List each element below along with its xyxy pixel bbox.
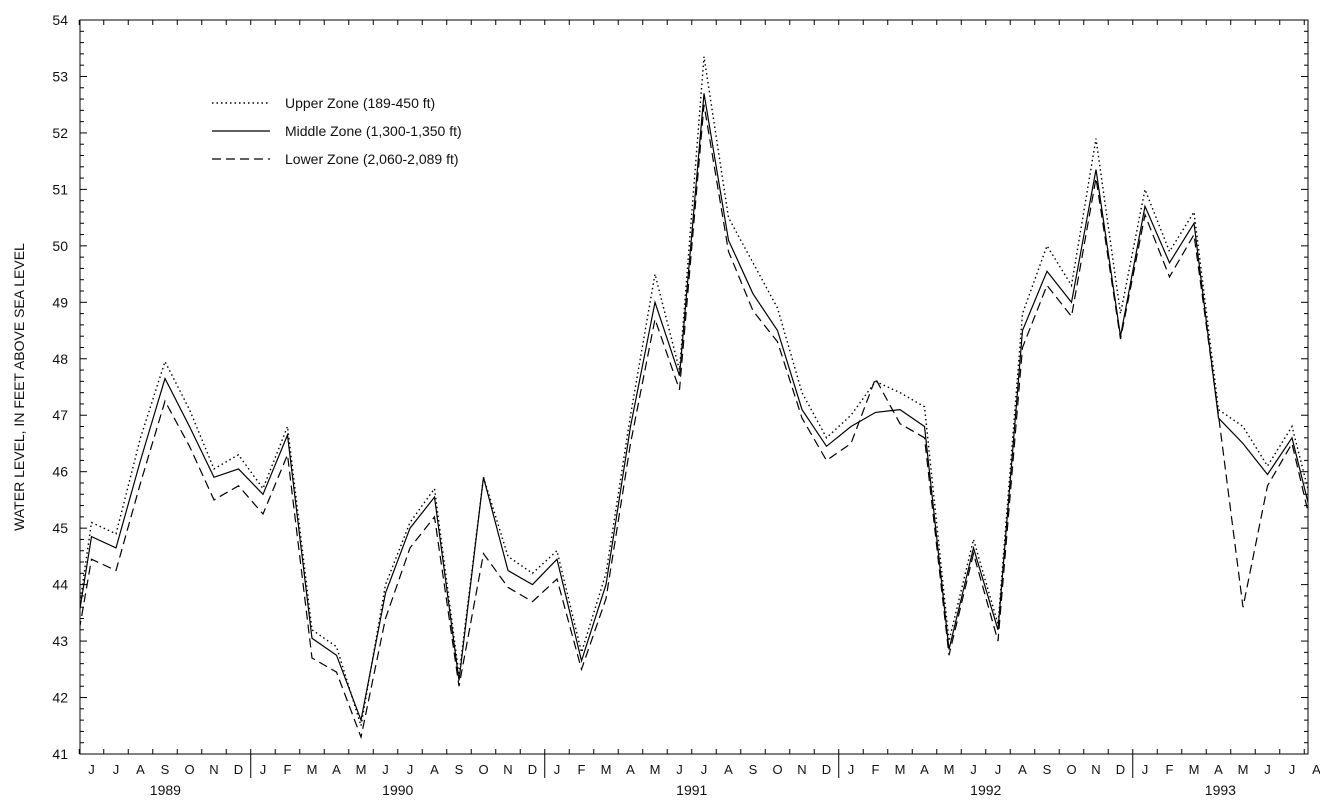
x-month-label: J bbox=[1264, 762, 1271, 777]
x-month-label: F bbox=[872, 762, 880, 777]
x-month-label: A bbox=[724, 762, 733, 777]
y-tick-label: 54 bbox=[52, 12, 68, 28]
x-month-label: S bbox=[749, 762, 758, 777]
x-month-label: S bbox=[1043, 762, 1052, 777]
legend-label: Upper Zone (189-450 ft) bbox=[285, 95, 435, 111]
x-month-label: O bbox=[184, 762, 194, 777]
y-tick-label: 47 bbox=[52, 407, 68, 423]
x-month-label: J bbox=[113, 762, 120, 777]
x-month-label: N bbox=[209, 762, 218, 777]
y-axis: 41 42 43 44 45 46 47 48 49 50 51 52 53 54 bbox=[52, 12, 1308, 762]
x-month-label: A bbox=[332, 762, 341, 777]
x-month-label: A bbox=[920, 762, 929, 777]
x-month-label: A bbox=[136, 762, 145, 777]
x-month-label: A bbox=[1312, 762, 1320, 777]
x-month-label: O bbox=[1066, 762, 1076, 777]
x-month-label: N bbox=[503, 762, 512, 777]
y-tick-label: 48 bbox=[52, 351, 68, 367]
x-month-label: M bbox=[1238, 762, 1249, 777]
x-month-label: M bbox=[307, 762, 318, 777]
x-month-label: J bbox=[676, 762, 683, 777]
y-tick-label: 52 bbox=[52, 125, 68, 141]
y-axis-title: WATER LEVEL, IN FEET ABOVE SEA LEVEL bbox=[11, 243, 27, 531]
year-label: 1991 bbox=[676, 782, 707, 798]
x-month-label: M bbox=[601, 762, 612, 777]
x-month-label: N bbox=[1091, 762, 1100, 777]
year-label: 1989 bbox=[150, 782, 181, 798]
x-month-label: F bbox=[284, 762, 292, 777]
x-month-label: D bbox=[1116, 762, 1125, 777]
x-month-label: J bbox=[88, 762, 95, 777]
series-layer bbox=[80, 56, 1308, 740]
legend-label: Lower Zone (2,060-2,089 ft) bbox=[285, 151, 459, 167]
x-month-label: A bbox=[626, 762, 635, 777]
y-tick-label: 45 bbox=[52, 520, 68, 536]
x-month-label: J bbox=[554, 762, 561, 777]
y-tick-label: 53 bbox=[52, 68, 68, 84]
x-month-label: A bbox=[430, 762, 439, 777]
y-tick-label: 49 bbox=[52, 294, 68, 310]
y-tick-label: 41 bbox=[52, 746, 68, 762]
x-month-label: D bbox=[528, 762, 537, 777]
x-month-label: J bbox=[260, 762, 267, 777]
x-month-label: F bbox=[578, 762, 586, 777]
y-tick-label: 51 bbox=[52, 181, 68, 197]
y-tick-label: 50 bbox=[52, 238, 68, 254]
y-tick-label: 42 bbox=[52, 690, 68, 706]
x-month-label: O bbox=[772, 762, 782, 777]
x-month-label: J bbox=[701, 762, 708, 777]
x-month-label: A bbox=[1018, 762, 1027, 777]
series-line-lower-zone bbox=[80, 104, 1308, 740]
series-line-middle-zone bbox=[80, 93, 1308, 723]
y-tick-label: 46 bbox=[52, 464, 68, 480]
x-month-label: S bbox=[455, 762, 464, 777]
x-month-label: M bbox=[944, 762, 955, 777]
x-month-label: N bbox=[797, 762, 806, 777]
plot-frame bbox=[79, 19, 1309, 755]
legend-label: Middle Zone (1,300-1,350 ft) bbox=[285, 123, 462, 139]
x-month-label: J bbox=[407, 762, 414, 777]
x-month-label: J bbox=[995, 762, 1002, 777]
x-month-label: M bbox=[1189, 762, 1200, 777]
year-label: 1992 bbox=[970, 782, 1001, 798]
x-month-label: J bbox=[848, 762, 855, 777]
x-month-label: F bbox=[1166, 762, 1174, 777]
x-month-label: D bbox=[234, 762, 243, 777]
x-month-label: J bbox=[970, 762, 977, 777]
x-month-label: M bbox=[650, 762, 661, 777]
x-month-label: A bbox=[1214, 762, 1223, 777]
y-tick-label: 43 bbox=[52, 633, 68, 649]
x-month-label: J bbox=[1289, 762, 1296, 777]
year-label: 1993 bbox=[1205, 782, 1236, 798]
x-month-label: M bbox=[356, 762, 367, 777]
y-tick-label: 44 bbox=[52, 577, 68, 593]
x-month-label: D bbox=[822, 762, 831, 777]
x-month-label: J bbox=[382, 762, 389, 777]
series-line-upper-zone bbox=[80, 56, 1308, 727]
x-month-label: S bbox=[161, 762, 170, 777]
x-month-label: M bbox=[895, 762, 906, 777]
x-month-label: J bbox=[1142, 762, 1149, 777]
x-month-label: O bbox=[478, 762, 488, 777]
legend: Upper Zone (189-450 ft) Middle Zone (1,30… bbox=[212, 95, 462, 167]
year-label: 1990 bbox=[382, 782, 413, 798]
